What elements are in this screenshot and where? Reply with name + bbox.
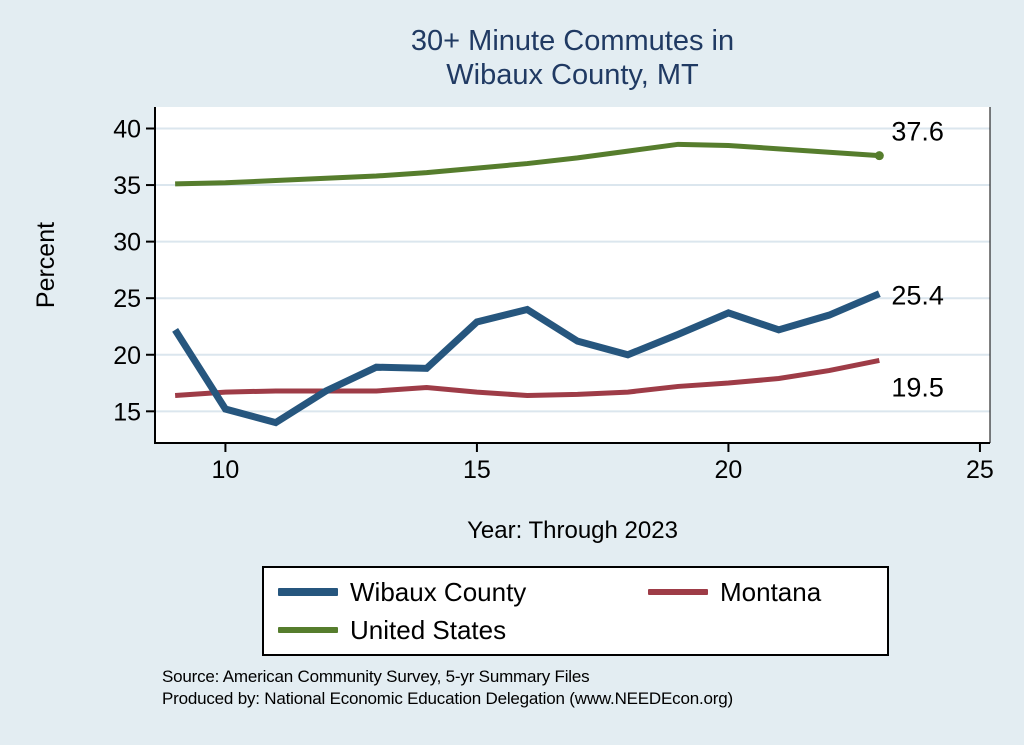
y-tick-label-35: 35 — [113, 172, 141, 200]
y-tick-label-15: 15 — [113, 398, 141, 426]
legend: Wibaux County Montana United States — [262, 566, 889, 656]
plot-area — [155, 107, 990, 443]
chart-title-line-2: Wibaux County, MT — [446, 59, 699, 91]
x-tick-label-10: 10 — [212, 456, 240, 484]
legend-label-wibaux-county: Wibaux County — [350, 576, 527, 607]
legend-label-montana: Montana — [720, 576, 822, 607]
y-tick-label-25: 25 — [113, 285, 141, 313]
legend-row-2: United States — [278, 615, 887, 646]
end-value-label-united-states: 37.6 — [891, 117, 944, 147]
y-tick-label-40: 40 — [113, 115, 141, 143]
end-value-label-wibaux-county: 25.4 — [891, 281, 944, 311]
legend-swatch-wibaux-county — [278, 588, 338, 596]
y-tick-label-20: 20 — [113, 342, 141, 370]
legend-label-united-states: United States — [350, 614, 507, 645]
produced-by-line: Produced by: National Economic Education… — [162, 689, 733, 708]
y-tick-label-30: 30 — [113, 229, 141, 257]
x-axis-title: Year: Through 2023 — [467, 517, 678, 544]
source-notes: Source: American Community Survey, 5-yr … — [162, 666, 733, 710]
series-line-united-states — [175, 141, 880, 187]
x-tick-label-15: 15 — [463, 456, 491, 484]
chart-title-line-1: 30+ Minute Commutes in — [410, 25, 735, 57]
chart-title: 30+ Minute Commutes in Wibaux County, MT — [155, 24, 990, 92]
legend-row-1: Wibaux County Montana — [278, 577, 887, 608]
series-line-wibaux-county — [172, 290, 881, 427]
source-line: Source: American Community Survey, 5-yr … — [162, 667, 590, 686]
legend-swatch-montana — [648, 589, 708, 595]
x-tick-label-25: 25 — [966, 456, 994, 484]
end-marker-dot — [874, 151, 884, 161]
end-value-label-montana: 19.5 — [891, 372, 944, 402]
legend-swatch-united-states — [278, 627, 338, 633]
series-line-montana — [174, 357, 880, 398]
x-tick-label-20: 20 — [715, 456, 743, 484]
